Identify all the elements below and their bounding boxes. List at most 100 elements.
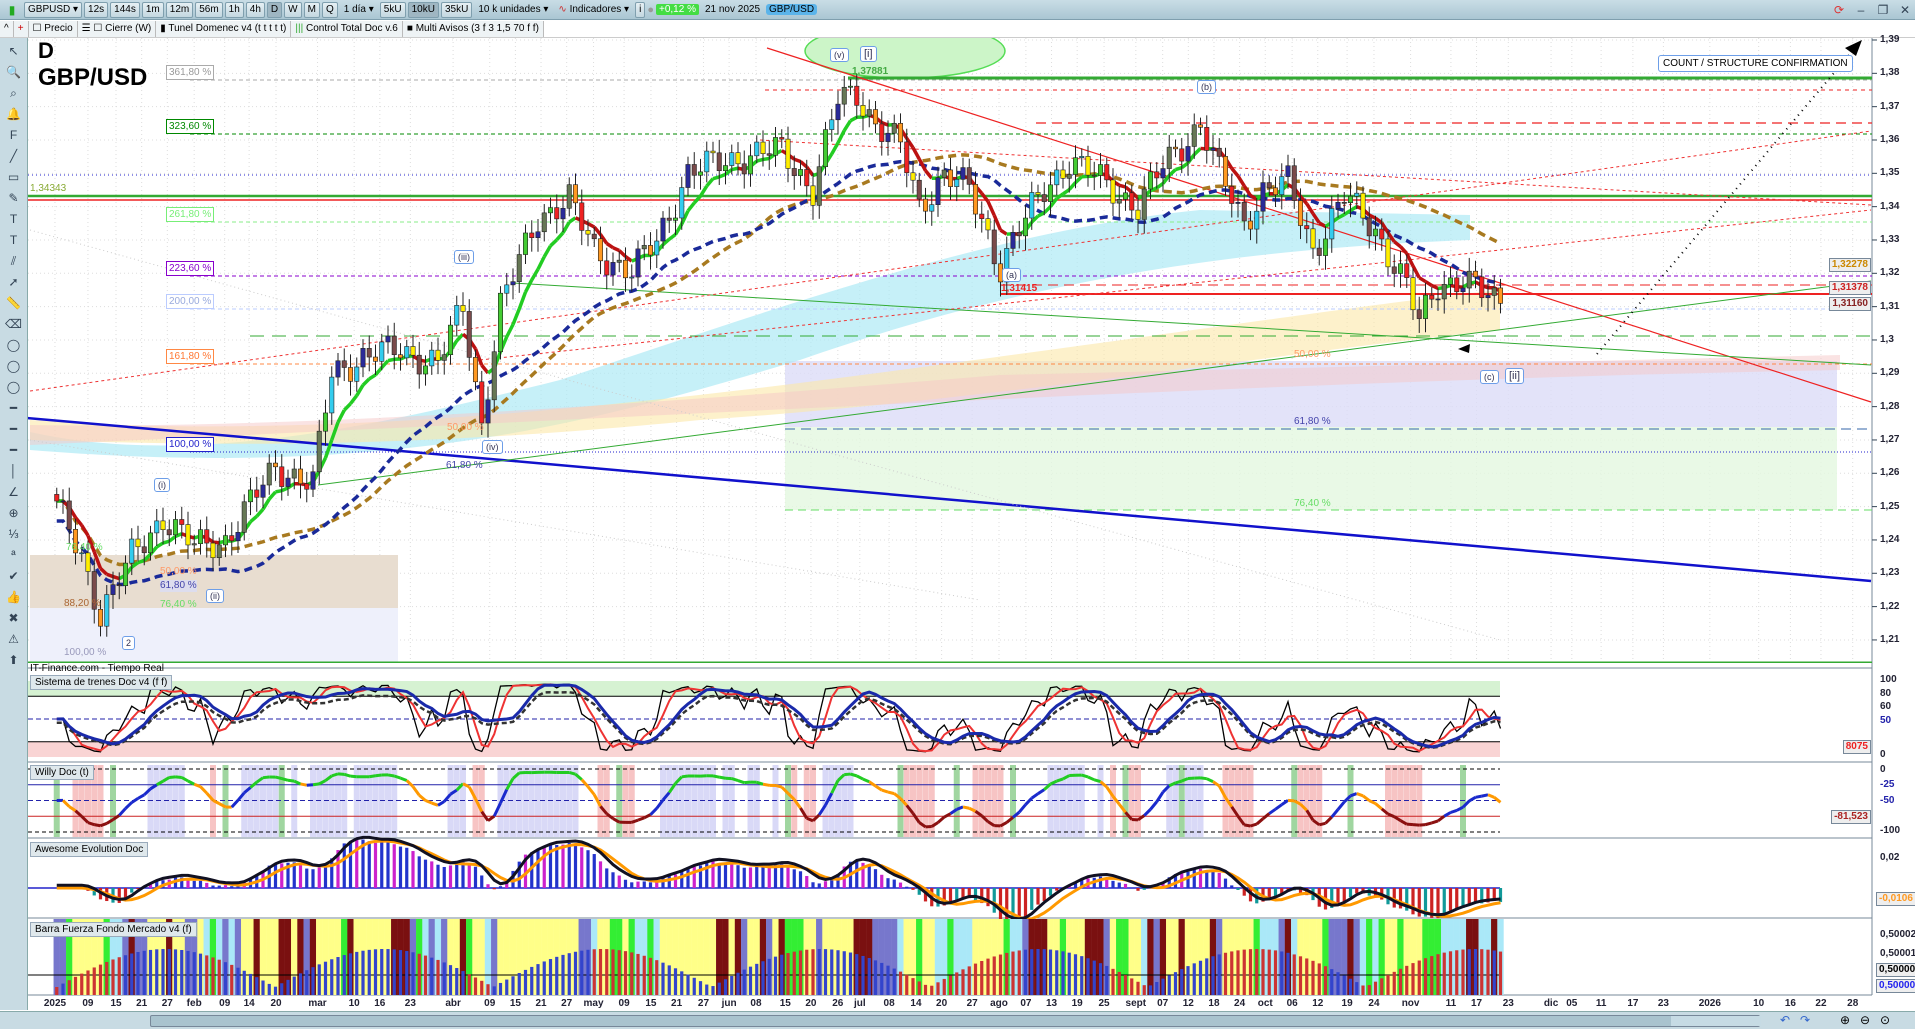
ema-segment <box>361 377 371 387</box>
wave-label[interactable]: [i] <box>860 46 877 62</box>
zoom-fit-icon[interactable]: ⊙ <box>1880 1013 1891 1027</box>
redo-icon[interactable]: ↷ <box>1800 1013 1811 1027</box>
arrow-up-icon[interactable]: ⬆ <box>8 653 19 667</box>
willy-segment <box>1049 779 1058 786</box>
horizontal-scrollbar[interactable] <box>150 1015 1761 1027</box>
zoom-out-icon[interactable]: ⊖ <box>1860 1013 1871 1027</box>
timeframe-button[interactable]: D <box>266 1 283 18</box>
zoom-in-icon[interactable]: ⊕ <box>1840 1013 1851 1027</box>
timeframe-button[interactable]: 56m <box>195 1 223 18</box>
ellipse-icon[interactable]: ◯ <box>6 338 21 352</box>
wave-label[interactable]: (i) <box>154 478 170 492</box>
undo-icon[interactable]: ↶ <box>1780 1013 1791 1027</box>
annotation-box[interactable]: COUNT / STRUCTURE CONFIRMATION <box>1658 55 1853 72</box>
warning-icon[interactable]: ⚠ <box>8 632 19 646</box>
minimize-icon[interactable]: – <box>1857 2 1865 17</box>
target-icon[interactable]: ⊕ <box>8 506 19 520</box>
info-button[interactable]: i <box>635 1 646 18</box>
panel-title-sistema[interactable]: Sistema de trenes Doc v4 (f f) <box>30 675 173 690</box>
wave-label[interactable]: (b) <box>1197 80 1216 94</box>
barra-background <box>1097 919 1104 995</box>
legend-control-total[interactable]: ||| Control Total Doc v.6 <box>291 20 403 37</box>
timeframe-button[interactable]: W <box>284 1 302 18</box>
ellipse-icon[interactable]: ◯ <box>6 380 21 394</box>
fib-icon[interactable]: F <box>9 128 18 142</box>
zoom-area-icon[interactable]: ⌕ <box>10 86 17 100</box>
wave-label[interactable]: (c) <box>1480 370 1499 384</box>
time-tick-label: 27 <box>561 998 573 1009</box>
panel-title-barra[interactable]: Barra Fuerza Fondo Mercado v4 (f) <box>30 922 197 937</box>
instrument-badge[interactable]: GBP/USD <box>766 4 818 15</box>
check-icon[interactable]: ✔ <box>8 569 19 583</box>
wave-label[interactable]: 2 <box>122 636 136 650</box>
add-indicator-icon[interactable]: + <box>13 20 29 37</box>
zoom-icon[interactable]: 🔍 <box>6 65 21 79</box>
indicators-button[interactable]: ∿ Indicadores ▾ <box>558 4 630 15</box>
close-icon[interactable]: ✕ <box>1899 2 1911 17</box>
text-box-icon[interactable]: T <box>9 233 18 247</box>
willy-segment <box>905 804 915 815</box>
period-select[interactable]: 1 día ▾ <box>343 4 374 15</box>
wave-label[interactable]: (v) <box>830 48 849 62</box>
abc-icon[interactable]: ª <box>11 548 16 562</box>
units-5ku-button[interactable]: 5kU <box>379 1 406 18</box>
barra-background <box>1384 919 1392 995</box>
restore-icon[interactable]: ❐ <box>1877 2 1889 17</box>
wave-label[interactable]: [ii] <box>1505 368 1524 384</box>
wave-label[interactable]: (ii) <box>206 589 224 603</box>
line-icon[interactable]: ╱ <box>9 149 18 163</box>
panel-title-awesome[interactable]: Awesome Evolution Doc <box>30 842 149 857</box>
line-navy-icon[interactable]: ━ <box>9 443 18 457</box>
line-red-icon[interactable]: ━ <box>9 401 18 415</box>
symbol-select[interactable]: GBPUSD ▾ <box>24 1 83 18</box>
angle-icon[interactable]: ∠ <box>8 485 19 499</box>
legend-tunel[interactable]: ▮ Tunel Domenec v4 (t t t t t) <box>156 20 292 37</box>
ruler-icon[interactable]: 📏 <box>6 296 21 310</box>
legend-precio[interactable]: ☐ Precio <box>28 20 78 37</box>
candle <box>1416 296 1422 333</box>
cross-icon[interactable]: ✖ <box>8 611 19 625</box>
timeframe-button[interactable]: 1h <box>224 1 244 18</box>
scrollbar-thumb[interactable] <box>1671 1016 1761 1026</box>
elliott-icon[interactable]: ⅓ <box>8 527 19 541</box>
wave-label[interactable]: (iii) <box>454 250 474 264</box>
arrow-icon[interactable]: ➚ <box>8 275 19 289</box>
timeframe-button[interactable]: 12s <box>84 1 109 18</box>
eraser-icon[interactable]: ⌫ <box>5 317 22 331</box>
line-lightblue-icon[interactable]: ━ <box>9 422 18 436</box>
thumbs-up-icon[interactable]: 👍 <box>6 590 21 604</box>
indicators-label: Indicadores <box>569 4 622 15</box>
barra-bar <box>911 978 915 995</box>
sync-icon[interactable]: ⟳ <box>1833 2 1845 17</box>
units-10ku-button[interactable]: 10kU <box>407 1 439 18</box>
timeframe-button[interactable]: Q <box>321 1 338 18</box>
ema-segment <box>549 238 558 248</box>
timeframe-button[interactable]: 144s <box>110 1 140 18</box>
wave-label[interactable]: (a) <box>1002 268 1021 282</box>
willy-segment <box>93 823 101 828</box>
text-icon[interactable]: T <box>9 212 18 226</box>
vertical-line-icon[interactable]: │ <box>9 464 18 478</box>
barra-background <box>966 919 973 995</box>
cursor-icon[interactable]: ↖ <box>8 44 19 58</box>
alert-icon[interactable]: 🔔 <box>6 107 21 121</box>
rectangle-icon[interactable]: ▭ <box>7 170 20 184</box>
timeframe-button[interactable]: 4h <box>245 1 265 18</box>
candle-body <box>1479 276 1485 299</box>
ellipse-icon[interactable]: ◯ <box>6 359 21 373</box>
channel-icon[interactable]: ⫽ <box>10 254 17 268</box>
units-35ku-button[interactable]: 35kU <box>440 1 473 18</box>
timeframe-button[interactable]: 1m <box>141 1 164 18</box>
panel-tag: 0,50000 <box>1876 979 1915 993</box>
legend-multi-avisos[interactable]: ■ Multi Avisos (3 f 3 1,5 70 f f) <box>402 20 544 37</box>
legend-cierre[interactable]: ☰ ☐ Cierre (W) <box>77 20 157 37</box>
panel-title-willy[interactable]: Willy Doc (t) <box>30 765 94 780</box>
timeframe-button[interactable]: M <box>303 1 320 18</box>
candle-body <box>1204 126 1210 151</box>
timeframe-button[interactable]: 12m <box>165 1 194 18</box>
collapse-icon[interactable]: ^ <box>0 20 14 37</box>
wave-label[interactable]: (iv) <box>482 440 503 454</box>
pencil-icon[interactable]: ✎ <box>8 191 19 205</box>
units-select[interactable]: 10 k unidades ▾ <box>478 4 549 15</box>
